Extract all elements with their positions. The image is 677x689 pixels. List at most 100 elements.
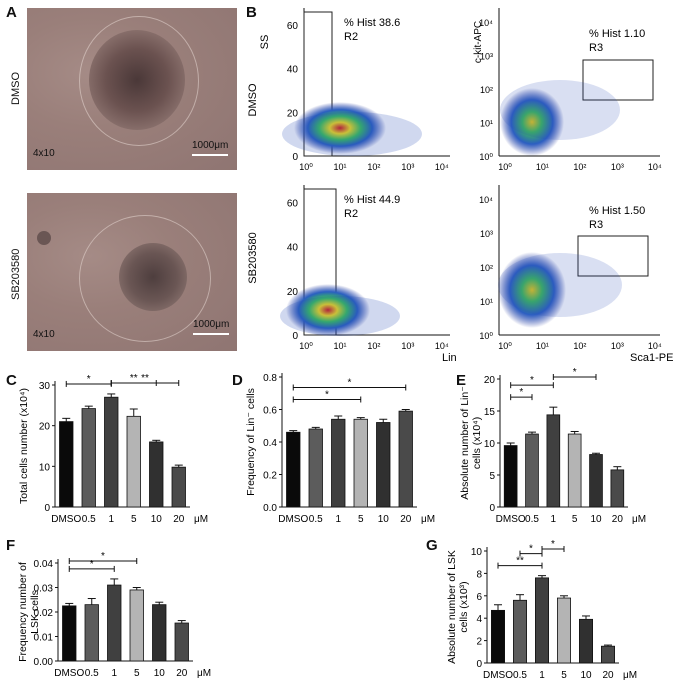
flow-xtick: 10⁰ — [299, 162, 313, 172]
bar-0.5 — [81, 408, 96, 508]
x-unit-label: μM — [632, 514, 646, 525]
flow-gate: R3 — [589, 219, 603, 231]
bar-10 — [152, 604, 167, 662]
panel-label-f: F — [6, 537, 16, 554]
flow-stat: % Hist 44.9 — [344, 194, 400, 206]
bar-1 — [331, 418, 346, 508]
scale-bar-dmso — [192, 154, 228, 156]
micrograph-dmso: 4x10 1000μm — [27, 8, 237, 170]
sig-star: * — [529, 544, 533, 555]
y-axis-label: LSK cells — [29, 590, 41, 634]
x-tick-label: 20 — [400, 514, 412, 525]
flow-ytick: 60 — [287, 21, 299, 32]
bar-20 — [601, 645, 616, 664]
x-tick-label: 20 — [176, 668, 188, 679]
x-unit-label: μM — [421, 514, 435, 525]
y-tick-label: 0 — [44, 503, 50, 514]
bar-DMSO — [286, 431, 301, 508]
flow-ytick: 40 — [287, 243, 299, 254]
flow-xtick: 10³ — [611, 162, 624, 172]
flow-ytick: 0 — [292, 152, 298, 163]
y-tick-label: 15 — [484, 407, 496, 418]
panel-label-c: C — [6, 372, 17, 389]
chart-F: 0.00 0.01 0.02 0.03 0.04 Frequency number of L… — [17, 551, 211, 679]
y-tick-label: 0.03 — [34, 584, 54, 595]
sig-star: * — [325, 390, 329, 401]
x-tick-label: 0.5 — [513, 670, 527, 681]
y-tick-label: 10 — [39, 462, 51, 473]
bar-0.5 — [308, 428, 323, 508]
flow-ytick: 10³ — [480, 229, 493, 239]
row-label-sb-b: SB203580 — [247, 232, 259, 283]
bar-10 — [149, 441, 164, 508]
bar-1 — [107, 584, 122, 662]
y-axis-label: cells (x10³) — [458, 581, 470, 632]
y-tick-label: 5 — [489, 471, 495, 482]
bar-1 — [546, 414, 561, 508]
flow-xtick: 10² — [367, 162, 380, 172]
flow-plot-ckit-sb — [498, 185, 660, 336]
sig-star: ** — [141, 373, 149, 384]
flow-cytometry-panel: DMSO SB203580 0 20 40 60 10⁰ 10¹ 10² 10³ 10⁴ % Hist… — [247, 8, 673, 364]
y-tick-label: 0.8 — [263, 373, 277, 384]
y-tick-label: 20 — [484, 375, 496, 386]
x-tick-label: 5 — [572, 514, 578, 525]
flow-xtick: 10⁰ — [498, 341, 512, 351]
y-tick-label: 0.01 — [34, 633, 54, 644]
flow-xlabel: Lin — [442, 352, 457, 364]
flow-plot-ss-dmso — [282, 8, 450, 157]
bar-DMSO — [490, 609, 505, 664]
x-tick-label: DMSO — [51, 514, 81, 525]
x-unit-label: μM — [194, 514, 208, 525]
flow-xtick: 10¹ — [333, 341, 346, 351]
y-tick-label: 20 — [39, 422, 51, 433]
flow-xtick: 10¹ — [536, 162, 549, 172]
y-tick-label: 2 — [476, 637, 482, 648]
x-tick-label: 5 — [358, 514, 364, 525]
flow-xtick: 10³ — [401, 341, 414, 351]
flow-gate: R2 — [344, 208, 358, 220]
bar-20 — [610, 469, 625, 508]
flow-ytick: 10⁰ — [479, 152, 493, 162]
flow-stat: % Hist 38.6 — [344, 17, 400, 29]
flow-xtick: 10⁰ — [498, 162, 512, 172]
panel-label-e: E — [456, 372, 467, 389]
flow-stat: % Hist 1.50 — [589, 205, 645, 217]
bar-20 — [171, 466, 186, 508]
row-label-sb-a: SB203580 — [10, 248, 22, 300]
flow-xtick: 10¹ — [536, 341, 549, 351]
y-tick-label: 30 — [39, 381, 51, 392]
bar-10 — [589, 454, 603, 508]
y-tick-label: 0.2 — [263, 471, 277, 482]
flow-xtick: 10³ — [611, 341, 624, 351]
x-tick-label: 1 — [111, 668, 117, 679]
flow-plot-ckit-dmso — [498, 8, 660, 157]
x-tick-label: 5 — [131, 514, 137, 525]
flow-ytick: 60 — [287, 198, 299, 209]
flow-ytick: 10² — [480, 85, 493, 95]
y-tick-label: 0.00 — [34, 657, 54, 668]
bar-5 — [353, 418, 368, 508]
flow-ytick: 0 — [292, 331, 298, 342]
y-tick-label: 0.0 — [263, 503, 277, 514]
x-tick-label: 20 — [612, 514, 624, 525]
x-tick-label: 1 — [108, 514, 114, 525]
bar-0.5 — [84, 604, 99, 662]
bar-0.5 — [525, 433, 539, 508]
flow-plot-ss-sb — [280, 185, 450, 336]
y-tick-label: 0.04 — [34, 559, 54, 570]
y-tick-label: 0.4 — [263, 438, 277, 449]
x-tick-label: 1 — [335, 514, 341, 525]
panel-label-g: G — [426, 537, 438, 554]
x-tick-label: DMSO — [496, 514, 526, 525]
bar-5 — [126, 415, 141, 508]
bar-0.5 — [513, 599, 528, 664]
y-tick-label: 10 — [484, 439, 496, 450]
panel-label-b: B — [246, 4, 257, 21]
x-tick-label: 0.5 — [309, 514, 323, 525]
x-tick-label: DMSO — [483, 670, 513, 681]
y-tick-label: 0 — [476, 659, 482, 670]
x-tick-label: 10 — [378, 514, 390, 525]
flow-ylabel: SS — [259, 35, 271, 50]
magnification-sb: 4x10 — [33, 329, 55, 340]
